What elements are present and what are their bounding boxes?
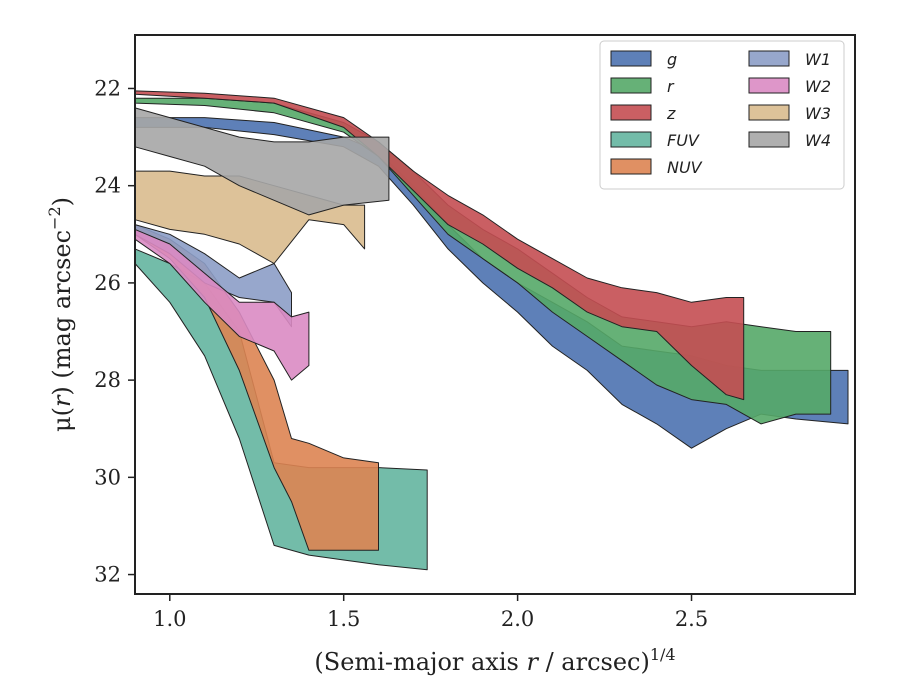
legend-label-w3: W3	[805, 104, 831, 123]
legend-label-w1: W1	[805, 50, 831, 69]
legend-swatch-w3	[748, 104, 790, 121]
x-tick-label: 1.5	[327, 607, 360, 631]
y-tick-label: 26	[94, 271, 121, 295]
legend-swatch-g	[610, 50, 652, 67]
legend-swatch-fuv	[610, 131, 652, 148]
y-axis-label: μ(r) (mag arcsec−2)	[45, 197, 76, 432]
legend-swatch-w4	[748, 131, 790, 148]
legend-label-z: z	[666, 104, 676, 123]
legend-swatch-r	[610, 77, 652, 94]
y-tick-label: 28	[94, 368, 121, 392]
y-tick-label: 30	[94, 465, 121, 489]
band-z	[134, 90, 745, 401]
x-tick-label: 2.5	[675, 607, 708, 631]
band-w2	[134, 228, 310, 381]
legend-swatch-w1	[748, 50, 790, 67]
y-tick-label: 22	[94, 76, 121, 100]
x-axis-ticks: 1.0 1.5 2.0 2.5	[153, 594, 708, 631]
legend-label-w2: W2	[805, 77, 831, 96]
plot-frame	[134, 34, 856, 595]
y-tick-label: 32	[94, 563, 121, 587]
legend-label-fuv: FUV	[667, 131, 700, 150]
x-tick-label: 1.0	[153, 607, 186, 631]
legend-label-g: g	[667, 50, 677, 69]
y-tick-label: 24	[94, 174, 121, 198]
legend-swatch-w2	[748, 77, 790, 94]
x-tick-label: 2.0	[501, 607, 534, 631]
legend-swatch-nuv	[610, 158, 652, 175]
x-axis-label: (Semi-major axis r / arcsec)1/4	[314, 645, 675, 676]
legend-swatch-z	[610, 104, 652, 121]
bands-layer	[134, 90, 849, 571]
y-axis-ticks: 22 24 26 28 30 32	[94, 76, 135, 587]
legend-label-w4: W4	[805, 131, 831, 150]
legend: grz FUV NUV W1 W2 W3 W4	[599, 40, 845, 190]
legend-label-nuv: NUV	[667, 158, 703, 177]
legend-label-r: r	[667, 77, 675, 96]
band-w4	[134, 107, 390, 216]
